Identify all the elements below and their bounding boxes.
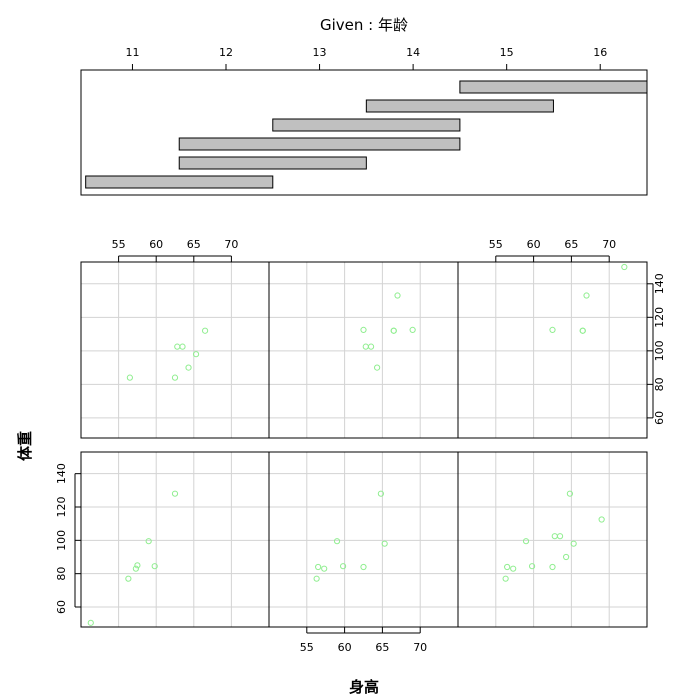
data-point xyxy=(394,292,401,299)
data-point xyxy=(125,575,132,582)
data-point xyxy=(360,563,367,571)
data-point xyxy=(192,351,200,358)
scatter-panel-frame xyxy=(80,451,270,628)
data-point xyxy=(556,533,564,540)
given-axis-tick-label: 14 xyxy=(406,46,420,59)
y-axis-tick-label: 80 xyxy=(653,377,666,391)
data-point xyxy=(549,563,556,571)
x-axis-label: 身高 xyxy=(349,678,379,696)
data-point xyxy=(409,326,416,333)
scatter-panel-frame xyxy=(268,261,459,439)
given-axis-tick-label: 12 xyxy=(219,46,233,59)
scatter-panel xyxy=(80,261,270,439)
given-interval-bar xyxy=(178,137,461,151)
given-interval-bar xyxy=(85,175,274,189)
data-point xyxy=(504,563,511,571)
y-axis-label: 体重 xyxy=(16,431,34,461)
y-axis-tick-label: 140 xyxy=(55,463,68,484)
data-point xyxy=(528,563,536,570)
data-point xyxy=(360,326,367,333)
data-point xyxy=(134,562,141,569)
data-point xyxy=(145,538,152,545)
data-point xyxy=(377,490,384,497)
y-axis-tick-label: 140 xyxy=(653,273,666,294)
data-point xyxy=(132,565,139,572)
data-point xyxy=(179,343,186,350)
given-panel: 11 12 13 14 15 16 xyxy=(80,46,648,196)
data-point xyxy=(126,374,133,381)
axes: 55 60 65 70 55 60 65 70 55 60 65 70 60 80 100 120 140 60 8… xyxy=(55,238,666,654)
scatter-panels xyxy=(80,261,648,628)
y-axis-tick-label: 100 xyxy=(653,340,666,361)
data-point xyxy=(313,575,320,582)
data-point xyxy=(549,326,556,333)
data-point xyxy=(510,565,517,572)
given-interval-bar xyxy=(365,99,554,113)
data-point xyxy=(171,374,179,381)
y-axis-tick-label: 60 xyxy=(55,600,68,614)
data-point xyxy=(374,364,381,371)
x-axis-tick-label: 70 xyxy=(602,238,616,251)
data-point xyxy=(551,533,558,540)
data-point xyxy=(598,516,605,523)
y-axis-tick-label: 120 xyxy=(55,497,68,518)
data-point xyxy=(390,327,397,334)
given-axis-tick-label: 11 xyxy=(125,46,139,59)
y-axis-tick-label: 100 xyxy=(55,530,68,551)
x-axis-tick-label: 55 xyxy=(112,238,126,251)
given-interval-bar xyxy=(272,118,461,132)
data-point xyxy=(151,563,158,570)
data-point xyxy=(566,490,573,497)
scatter-panel xyxy=(268,451,459,628)
y-axis-tick-label: 120 xyxy=(653,307,666,328)
data-point xyxy=(171,490,179,497)
scatter-panel-frame xyxy=(457,261,648,439)
data-point xyxy=(174,343,181,350)
scatter-panel-frame xyxy=(457,451,648,628)
data-point xyxy=(201,327,209,334)
scatter-panel xyxy=(268,261,459,439)
data-point xyxy=(333,538,341,545)
given-panel-frame xyxy=(80,69,648,196)
x-axis-tick-label: 60 xyxy=(527,238,541,251)
y-axis-tick-label: 80 xyxy=(55,567,68,581)
x-axis-tick-label: 65 xyxy=(187,238,201,251)
y-axis-tick-label: 60 xyxy=(653,411,666,425)
data-point xyxy=(579,327,586,334)
x-axis-tick-label: 55 xyxy=(489,238,503,251)
given-axis-tick-label: 13 xyxy=(313,46,327,59)
data-point xyxy=(563,553,570,561)
scatter-panel xyxy=(457,451,648,628)
data-point xyxy=(570,540,577,547)
given-axis-tick-label: 15 xyxy=(500,46,514,59)
data-point xyxy=(621,263,628,271)
scatter-panel xyxy=(80,451,270,628)
data-point xyxy=(367,343,375,350)
data-point xyxy=(381,540,388,547)
x-axis-tick-label: 60 xyxy=(149,238,163,251)
x-axis-tick-label: 70 xyxy=(413,641,427,654)
x-axis-tick-label: 65 xyxy=(564,238,578,251)
scatter-panel xyxy=(457,261,648,439)
data-point xyxy=(362,343,369,350)
data-point xyxy=(87,619,94,626)
data-point xyxy=(583,292,590,299)
x-axis-tick-label: 60 xyxy=(338,641,352,654)
data-point xyxy=(522,538,530,545)
given-axis-tick-label: 16 xyxy=(593,46,607,59)
data-point xyxy=(339,563,347,570)
data-point xyxy=(321,565,328,572)
x-axis-tick-label: 70 xyxy=(224,238,238,251)
data-point xyxy=(185,364,192,371)
scatter-panel-frame xyxy=(80,261,270,439)
x-axis-tick-label: 65 xyxy=(375,641,389,654)
given-interval-bar xyxy=(178,156,367,170)
given-title: Given : 年龄 xyxy=(320,16,408,34)
scatter-panel-frame xyxy=(268,451,459,628)
given-interval-bar xyxy=(459,80,648,94)
data-point xyxy=(315,563,322,571)
data-point xyxy=(502,575,509,582)
x-axis-tick-label: 55 xyxy=(300,641,314,654)
